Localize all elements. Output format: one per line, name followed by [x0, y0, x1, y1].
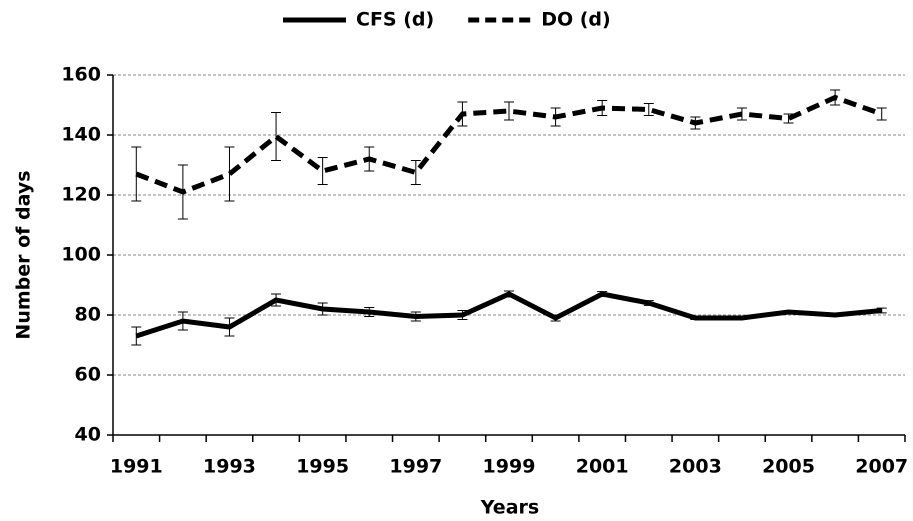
data-line — [135, 291, 882, 339]
y-axis-label: Number of days — [13, 170, 35, 339]
x-tick-label: 1997 — [389, 456, 442, 478]
error-bar — [224, 146, 235, 202]
y-tick-label: 160 — [61, 64, 101, 86]
x-tick-label: 1999 — [483, 456, 536, 478]
y-tick-label: 80 — [75, 304, 101, 326]
error-bar — [317, 157, 328, 185]
y-tick-label: 140 — [61, 124, 101, 146]
x-axis-label: Years — [480, 497, 539, 519]
x-tick-label: 2005 — [762, 456, 815, 478]
x-tick-label: 2001 — [576, 456, 629, 478]
error-bar — [504, 101, 514, 121]
error-bar — [783, 113, 794, 124]
error-bar — [271, 112, 282, 161]
x-tick-label: 1991 — [110, 456, 163, 478]
error-bar — [643, 103, 654, 116]
y-tick-label: 60 — [75, 364, 101, 386]
y-tick-label: 120 — [61, 184, 101, 206]
x-tick-label: 2007 — [855, 456, 908, 478]
x-tick-label: 2003 — [669, 456, 722, 478]
y-tick-label: 100 — [61, 244, 101, 266]
x-tick-label: 1995 — [296, 456, 349, 478]
legend-label: DO (d) — [541, 9, 611, 31]
y-tick-label: 40 — [75, 424, 101, 446]
error-bar — [410, 160, 421, 185]
legend-label: CFS (d) — [356, 9, 434, 31]
x-tick-label: 1993 — [203, 456, 256, 478]
data-line — [135, 94, 883, 195]
